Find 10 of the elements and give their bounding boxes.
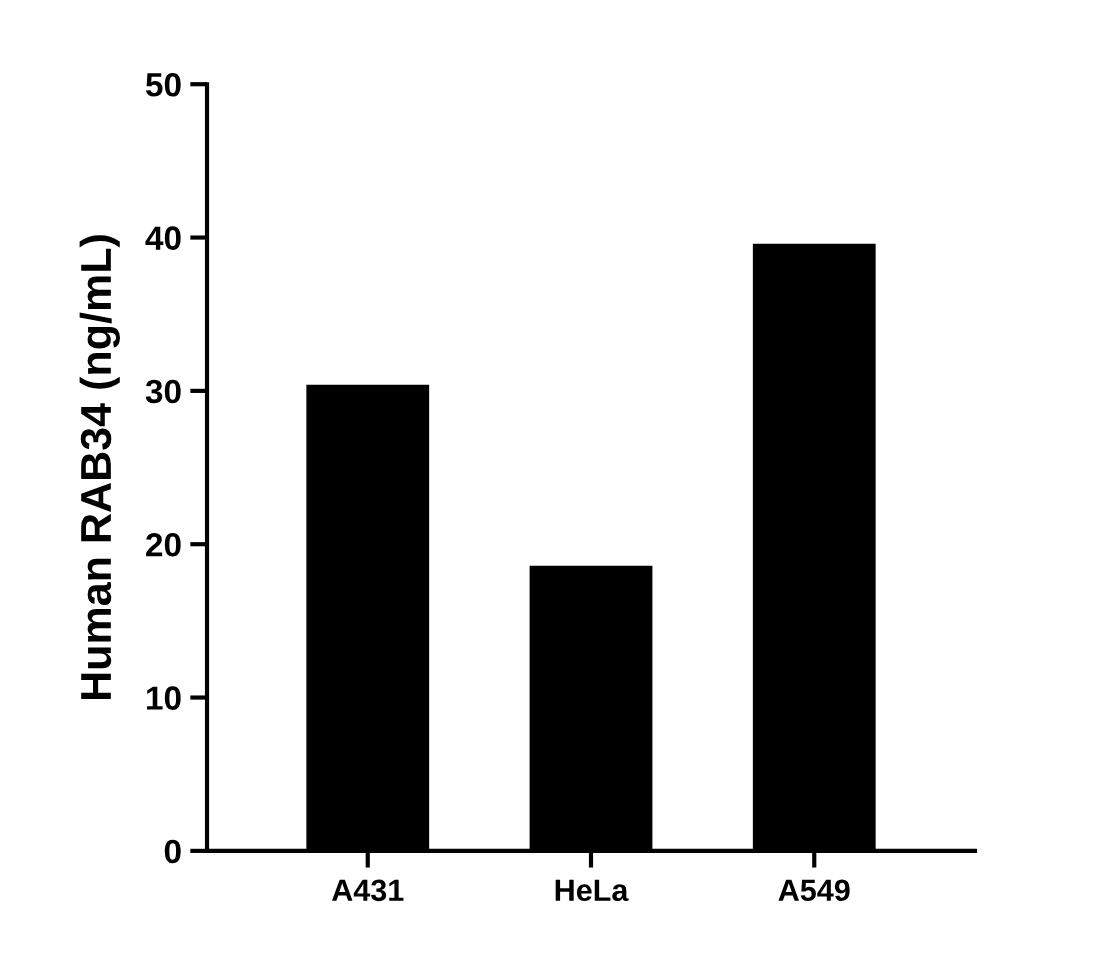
x-tick-label: A549 bbox=[778, 879, 850, 902]
y-tick-label: 0 bbox=[164, 839, 181, 864]
y-tick-label: 40 bbox=[145, 226, 181, 250]
y-tick-label: 50 bbox=[145, 73, 181, 97]
y-axis-title: Human RAB34 (ng/mL) bbox=[79, 235, 120, 700]
x-tick-label: HeLa bbox=[555, 879, 629, 902]
x-tick-label: A431 bbox=[331, 879, 404, 902]
y-tick-label: 20 bbox=[146, 533, 181, 557]
y-tick-label: 30 bbox=[145, 379, 181, 404]
y-tick-label: 10 bbox=[147, 686, 181, 710]
